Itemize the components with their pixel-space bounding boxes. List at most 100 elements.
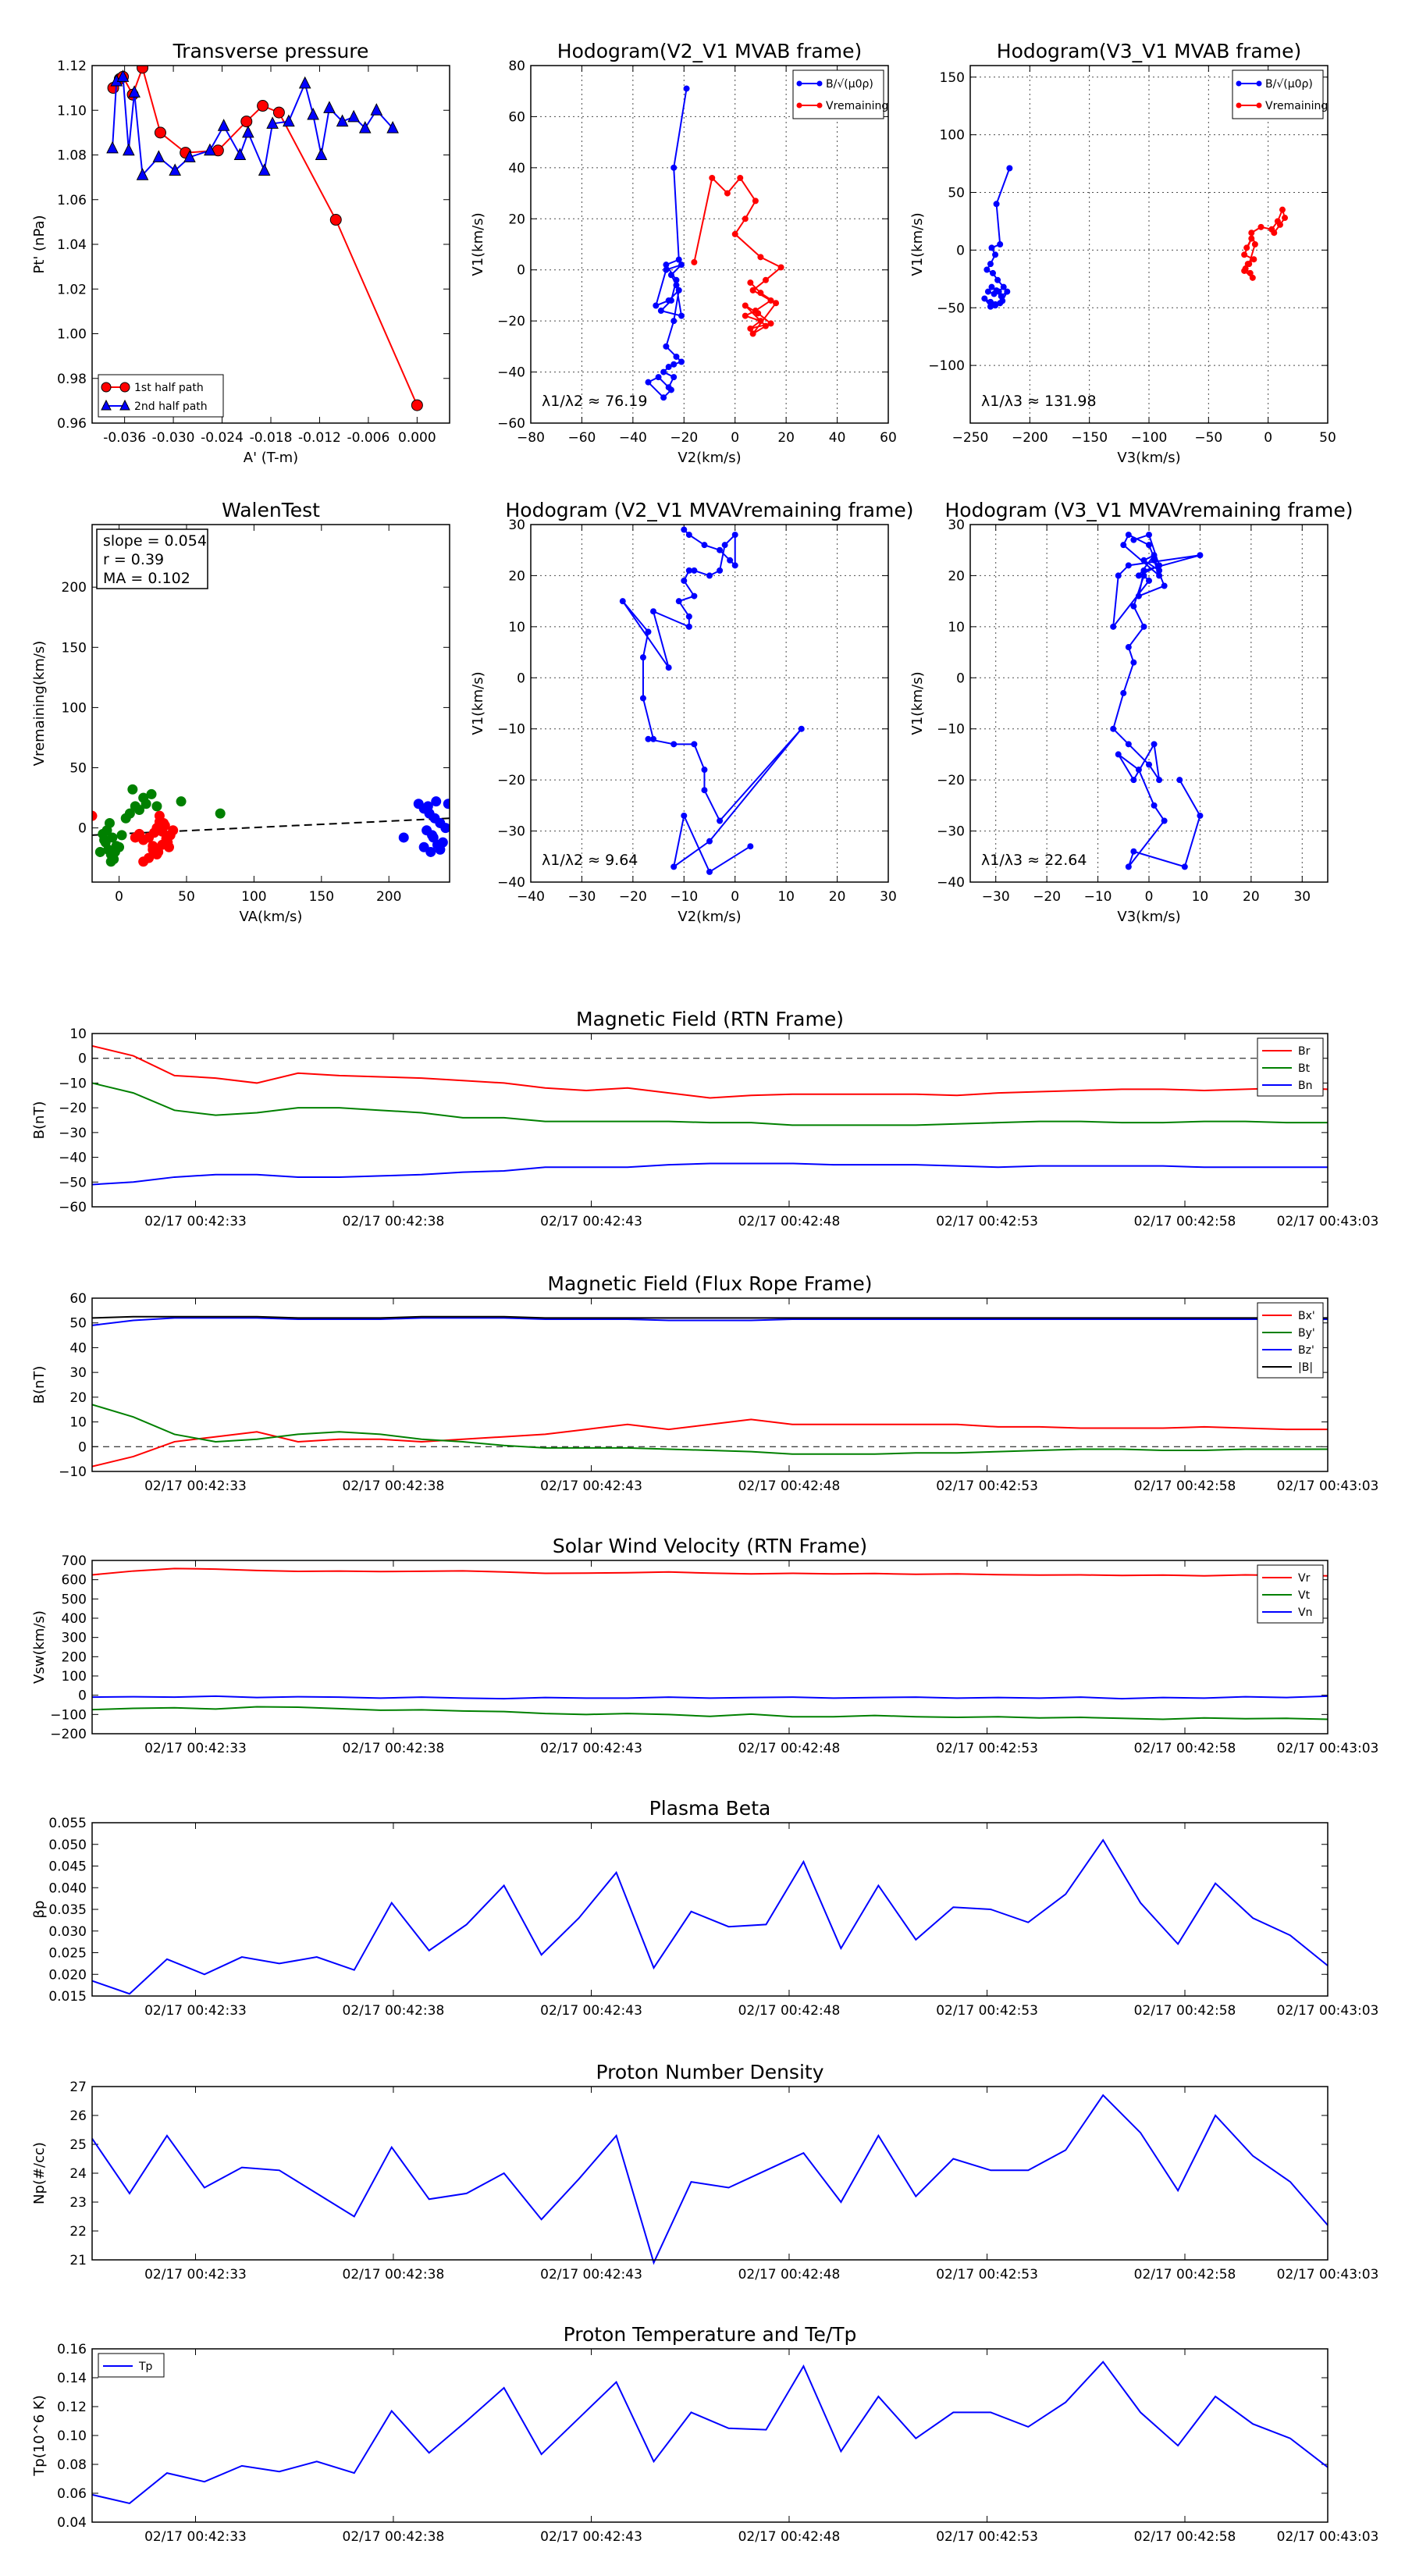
x-tick-label: 02/17 00:42:53	[936, 2267, 1038, 2282]
x-tick-label: 02/17 00:42:43	[540, 1214, 642, 1229]
series-line	[91, 1315, 1328, 1319]
legend-marker	[1236, 80, 1242, 87]
data-point	[1130, 603, 1137, 610]
legend-label: B/√(μ0ρ)	[1265, 78, 1313, 91]
x-tick-label: 50	[1319, 430, 1336, 446]
y-tick-label: 30	[508, 518, 525, 533]
data-point	[1156, 562, 1163, 569]
data-point	[1181, 863, 1188, 870]
y-tick-label: −20	[937, 773, 965, 788]
y-tick-label: −40	[937, 875, 965, 891]
y-axis-label: B(nT)	[31, 1366, 48, 1404]
data-point	[747, 279, 754, 286]
data-point	[138, 856, 149, 867]
y-tick-label: −40	[59, 1151, 87, 1166]
series-line	[646, 88, 688, 399]
y-tick-label: −100	[50, 1707, 87, 1723]
legend-label: By'	[1298, 1327, 1315, 1340]
data-point	[1006, 165, 1013, 172]
data-point	[650, 608, 657, 615]
chart-title: Proton Temperature and Te/Tp	[564, 2323, 857, 2346]
y-tick-label: 27	[69, 2080, 87, 2095]
data-point	[217, 119, 230, 131]
data-point	[653, 302, 660, 309]
data-point	[993, 201, 1000, 208]
data-point	[727, 557, 734, 564]
y-tick-label: 50	[948, 186, 965, 201]
legend-box	[98, 374, 224, 418]
data-point	[1140, 572, 1147, 579]
data-point	[431, 796, 442, 807]
legend-label: Bx'	[1298, 1310, 1315, 1322]
data-point	[1130, 777, 1137, 784]
data-layer	[645, 85, 784, 401]
x-tick-label: 02/17 00:42:43	[540, 1478, 642, 1494]
data-point	[257, 100, 269, 112]
x-tick-label: 60	[880, 430, 897, 446]
data-point	[101, 382, 112, 393]
stats-line: MA = 0.102	[103, 570, 190, 587]
x-tick-label: −50	[1194, 430, 1222, 446]
data-point	[336, 114, 349, 127]
data-point	[663, 262, 670, 269]
y-tick-label: 23	[69, 2195, 87, 2211]
x-tick-label: -0.024	[201, 430, 244, 446]
y-tick-label: 0	[78, 1051, 87, 1067]
data-point	[422, 801, 433, 812]
y-tick-label: 0.08	[57, 2457, 87, 2473]
y-tick-label: 0.16	[57, 2342, 87, 2357]
data-point	[105, 856, 116, 867]
y-tick-label: 1.02	[57, 282, 87, 297]
data-point	[146, 788, 157, 799]
x-axis-label: VA(km/s)	[240, 909, 303, 925]
data-point	[1120, 689, 1127, 696]
x-tick-label: 02/17 00:42:43	[540, 1741, 642, 1756]
data-point	[1110, 725, 1117, 732]
legend: Br Bt Bn	[1257, 1037, 1324, 1097]
data-point	[1130, 848, 1137, 855]
y-tick-label: 100	[62, 1669, 87, 1685]
axes-frame	[91, 1822, 1329, 1997]
y-tick-label: 0	[517, 671, 525, 686]
data-point	[731, 230, 738, 237]
y-tick-label: 0.055	[48, 1816, 87, 1831]
y-axis-label: Tp(10^6 K)	[31, 2395, 48, 2476]
legend: B/√(μ0ρ) Vremaining	[792, 69, 888, 119]
chart-title: Hodogram(V2_V1 MVAB frame)	[557, 40, 862, 62]
legend-label: Vr	[1298, 1572, 1311, 1585]
data-point	[1156, 572, 1163, 579]
chart-title: Hodogram (V3_V1 MVAVremaining frame)	[945, 499, 1353, 521]
data-point	[386, 121, 399, 133]
data-point	[721, 542, 728, 549]
data-point	[731, 532, 738, 539]
data-point	[435, 844, 446, 855]
y-tick-label: −40	[497, 365, 525, 381]
series-line	[91, 2094, 1329, 2265]
legend-label: Bt	[1298, 1062, 1311, 1075]
data-point	[323, 101, 336, 113]
data-point	[755, 310, 762, 317]
data-point	[992, 251, 999, 258]
data-point	[119, 382, 130, 393]
x-tick-label: 02/17 00:42:33	[144, 1478, 247, 1494]
y-tick-label: 0	[517, 263, 525, 279]
x-axis-label: V2(km/s)	[678, 450, 741, 466]
y-tick-label: 60	[69, 1291, 87, 1307]
data-point	[691, 741, 698, 748]
x-tick-label: 02/17 00:42:33	[144, 2267, 247, 2282]
x-tick-label: 30	[880, 889, 897, 905]
data-point	[133, 804, 144, 815]
data-layer	[1110, 532, 1204, 870]
data-point	[1248, 229, 1255, 237]
y-tick-label: 0.035	[48, 1902, 87, 1918]
x-tick-label: −10	[670, 889, 698, 905]
data-point	[685, 613, 692, 620]
data-point	[443, 799, 450, 809]
x-tick-label: −20	[1033, 889, 1061, 905]
data-point	[1271, 229, 1278, 237]
data-point	[1248, 235, 1255, 242]
data-point	[706, 868, 713, 875]
data-point	[1161, 582, 1168, 589]
data-point	[1161, 817, 1168, 824]
